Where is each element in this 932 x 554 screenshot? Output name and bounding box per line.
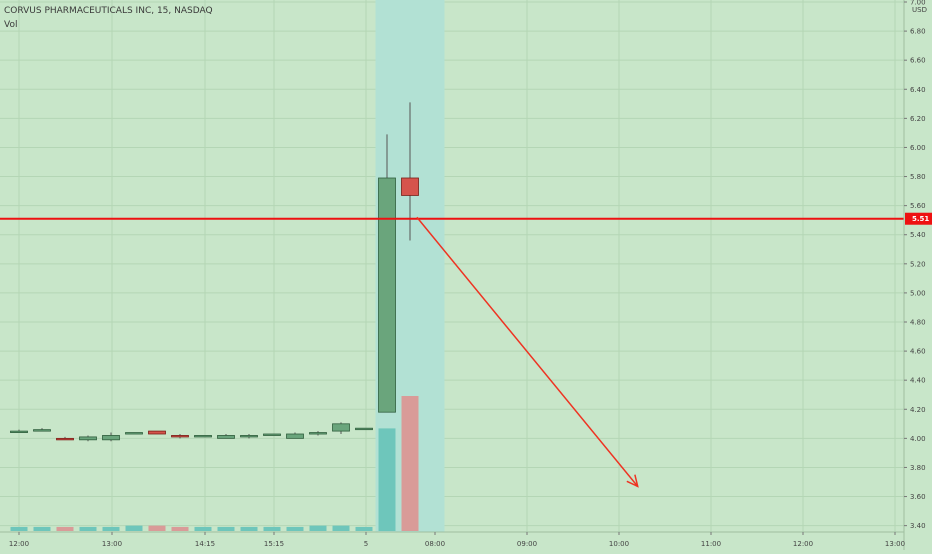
price-tick-label: 7.00	[910, 0, 926, 7]
candle-body[interactable]	[148, 430, 166, 435]
volume-bar	[194, 526, 212, 531]
volume-bar	[309, 525, 327, 531]
volume-bar	[240, 526, 258, 531]
price-tick-label: 6.80	[910, 28, 926, 36]
trend-arrow-line[interactable]	[416, 216, 639, 487]
price-tick-label: 4.20	[910, 406, 926, 414]
volume-bar	[33, 526, 51, 531]
price-tick-label: 3.40	[910, 522, 926, 530]
candle-body[interactable]	[33, 429, 51, 432]
volume-bar	[56, 526, 74, 531]
price-tick-label: 5.20	[910, 260, 926, 268]
volume-bar	[10, 526, 28, 531]
symbol-title: CORVUS PHARMACEUTICALS INC, 15, NASDAQ	[4, 6, 213, 16]
candle-body[interactable]	[79, 436, 97, 441]
price-tick-label: 6.20	[910, 115, 926, 123]
price-tick-label: 4.00	[910, 435, 926, 443]
candle-body[interactable]	[10, 430, 28, 433]
volume-bar	[102, 526, 120, 531]
candle-body[interactable]	[240, 435, 258, 438]
candle-body[interactable]	[56, 437, 74, 441]
volume-bar	[401, 396, 419, 531]
time-tick-label: 14:15	[195, 540, 215, 548]
candle-body[interactable]	[194, 435, 212, 438]
volume-bar	[171, 526, 189, 531]
volume-bar	[217, 526, 235, 531]
price-tick-label: 5.80	[910, 173, 926, 181]
time-tick-label: 08:00	[425, 540, 445, 548]
volume-bar	[125, 525, 143, 531]
volume-bar	[378, 428, 396, 531]
time-tick-label: 12:00	[9, 540, 29, 548]
price-tick-label: 5.00	[910, 289, 926, 297]
volume-bar	[148, 525, 166, 531]
price-tick-label: 4.40	[910, 377, 926, 385]
volume-bar	[286, 526, 304, 531]
price-axis-unit: USD	[912, 6, 927, 14]
price-tick-label: 3.80	[910, 464, 926, 472]
time-tick-label: 12:00	[793, 540, 813, 548]
time-tick-label: 13:00	[885, 540, 905, 548]
candle-body[interactable]	[125, 432, 143, 435]
price-tick-label: 5.60	[910, 202, 926, 210]
price-tick-label: 4.80	[910, 319, 926, 327]
time-tick-label: 10:00	[609, 540, 629, 548]
candle-body[interactable]	[309, 432, 327, 435]
candle-body[interactable]	[401, 177, 419, 196]
candle-body[interactable]	[332, 423, 350, 432]
candle-body[interactable]	[355, 427, 373, 431]
time-tick-label: 5	[364, 540, 368, 548]
candle-body[interactable]	[171, 435, 189, 438]
volume-bar	[79, 526, 97, 531]
price-tick-label: 6.60	[910, 57, 926, 65]
candle-body[interactable]	[286, 433, 304, 439]
price-tick-label: 4.60	[910, 348, 926, 356]
candle-body[interactable]	[102, 435, 120, 441]
price-level-tag	[905, 212, 932, 225]
candle-body[interactable]	[263, 433, 281, 436]
price-tick-label: 5.40	[910, 231, 926, 239]
candle-body[interactable]	[378, 177, 396, 413]
volume-bar	[355, 526, 373, 531]
chart-legend: CORVUS PHARMACEUTICALS INC, 15, NASDAQ V…	[4, 4, 213, 32]
volume-label: Vol	[4, 20, 18, 30]
volume-bar	[332, 525, 350, 531]
price-tick-label: 6.00	[910, 144, 926, 152]
price-tick-label: 6.40	[910, 86, 926, 94]
time-tick-label: 09:00	[517, 540, 537, 548]
candle-body[interactable]	[217, 435, 235, 439]
time-tick-label: 11:00	[701, 540, 721, 548]
volume-bar	[263, 526, 281, 531]
price-level-tag-label: 5.51	[912, 215, 929, 223]
time-tick-label: 15:15	[264, 540, 284, 548]
time-tick-label: 13:00	[102, 540, 122, 548]
price-tick-label: 3.60	[910, 493, 926, 501]
trend-arrow-head	[626, 474, 639, 488]
